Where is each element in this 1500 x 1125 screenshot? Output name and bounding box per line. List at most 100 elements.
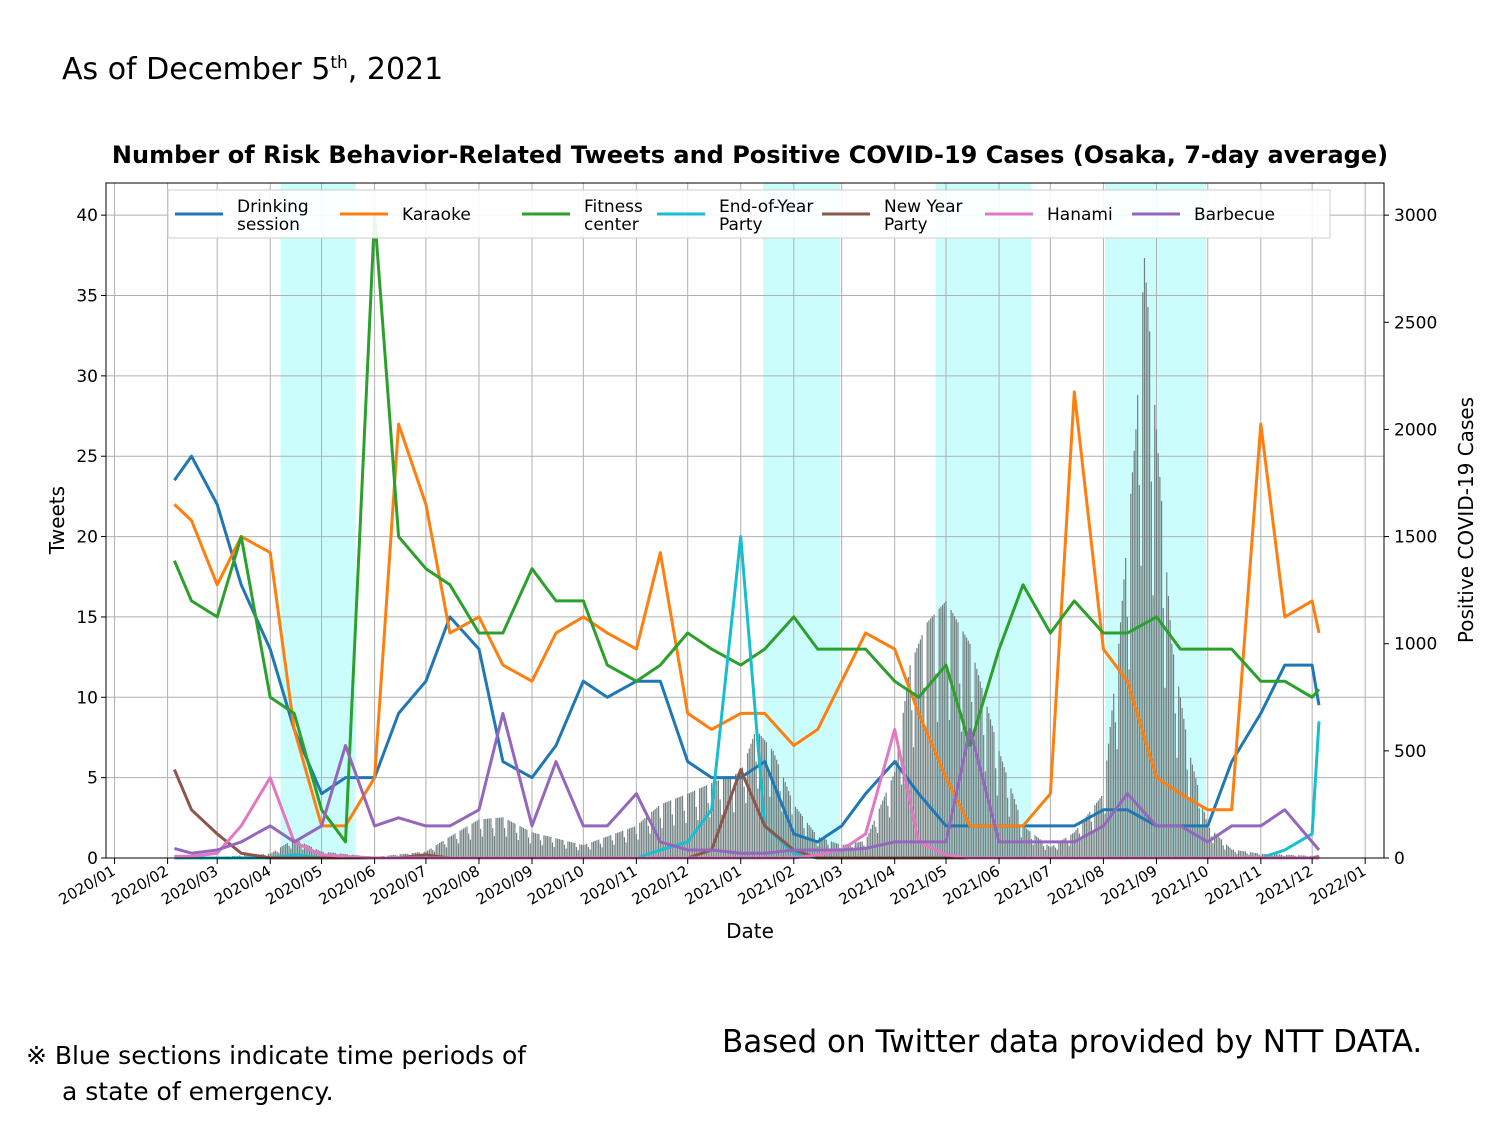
case-bar (870, 828, 872, 858)
legend-label: Hanami (1047, 205, 1113, 225)
case-bar (1208, 827, 1211, 858)
case-bar (885, 792, 887, 858)
case-bar (1145, 282, 1147, 858)
case-bar (572, 842, 574, 858)
case-bar (310, 846, 312, 858)
case-bar (895, 760, 898, 858)
legend-label: Fitness center (584, 197, 643, 235)
case-bar (587, 846, 590, 858)
legend: Drinking session Karaoke Fitness center End-o… (167, 189, 1331, 239)
case-bar (531, 832, 533, 858)
x-tick-label: 2021/05 (887, 862, 950, 909)
case-bar (717, 780, 720, 858)
x-tick-label: 2021/06 (940, 862, 1003, 909)
case-bar (782, 777, 785, 858)
case-bar (1149, 331, 1151, 859)
case-bar (746, 753, 749, 858)
case-bar (249, 854, 251, 858)
series-line-fitness-center (173, 213, 1321, 844)
case-bar (733, 812, 735, 858)
case-bar (1042, 845, 1045, 858)
case-bar (598, 839, 600, 858)
case-bar (757, 788, 759, 858)
case-bar (596, 840, 598, 858)
case-bar (480, 828, 482, 858)
case-bar (493, 836, 495, 858)
case-bar (300, 845, 302, 858)
case-bar (817, 846, 819, 858)
case-bar (569, 841, 571, 858)
y-tick-label: 20 (76, 528, 98, 548)
case-bar (933, 614, 935, 858)
case-bar (536, 833, 538, 858)
case-bar (1015, 804, 1017, 858)
x-tick-label: 2020/04 (211, 862, 274, 909)
emergency-band-1 (280, 183, 356, 858)
case-bar (740, 772, 742, 858)
case-bar (586, 843, 588, 858)
case-bar (1249, 852, 1252, 858)
case-bar (1181, 708, 1183, 858)
y2-tick-label: 3000 (1394, 206, 1437, 226)
case-bar (1007, 797, 1009, 858)
x-axis-ticks: 2020/012020/022020/032020/042020/052020/… (56, 858, 1369, 909)
case-bar (758, 733, 761, 858)
case-bar (806, 822, 809, 858)
case-bar (497, 817, 499, 858)
case-bar (526, 829, 528, 858)
case-bar (625, 842, 627, 858)
case-bar (957, 622, 959, 858)
case-bar (1215, 834, 1217, 858)
case-bar (658, 805, 660, 858)
case-bar (705, 785, 708, 858)
case-bar (504, 828, 506, 858)
case-bar (1068, 845, 1070, 858)
case-bar (550, 837, 552, 858)
case-bar (687, 793, 689, 858)
case-bar (892, 776, 894, 858)
case-bar (753, 734, 756, 858)
x-tick-label: 2020/12 (629, 862, 692, 909)
case-bar (774, 755, 776, 858)
case-bar (688, 792, 690, 858)
case-bar (297, 840, 299, 858)
case-bar (302, 849, 304, 858)
case-bar (1065, 837, 1067, 858)
case-bar (1178, 686, 1180, 858)
y-axis-label: Tweets (45, 486, 69, 555)
case-bar (1119, 622, 1122, 858)
case-bar (777, 764, 779, 858)
case-bar (803, 828, 805, 858)
case-bar (711, 783, 713, 858)
case-bar (394, 854, 396, 858)
case-bar (250, 854, 253, 858)
case-bar (647, 825, 649, 858)
case-bar (274, 850, 276, 858)
case-bar (533, 832, 535, 858)
case-bar (594, 840, 596, 858)
case-bar (995, 768, 997, 858)
case-bar (813, 831, 815, 858)
grid-lines (106, 183, 1384, 859)
case-bar (712, 782, 714, 858)
case-bar (755, 761, 757, 858)
case-bar (652, 810, 655, 858)
case-bar (685, 823, 687, 858)
case-bar (1104, 813, 1106, 858)
case-bar (461, 829, 463, 858)
case-bar (948, 719, 951, 858)
case-bar (445, 847, 448, 858)
case-bar (522, 827, 525, 858)
case-bar (1214, 832, 1216, 858)
legend-label: Drinking session (237, 197, 309, 235)
case-bar (1060, 840, 1062, 858)
case-bar (646, 816, 648, 858)
case-bar (784, 782, 786, 858)
case-bar (1126, 616, 1128, 858)
case-bar (1087, 814, 1089, 858)
case-bar (563, 844, 566, 858)
case-bar (582, 845, 584, 858)
case-bar (767, 772, 769, 858)
case-bar (663, 803, 665, 858)
case-bar (883, 796, 886, 858)
